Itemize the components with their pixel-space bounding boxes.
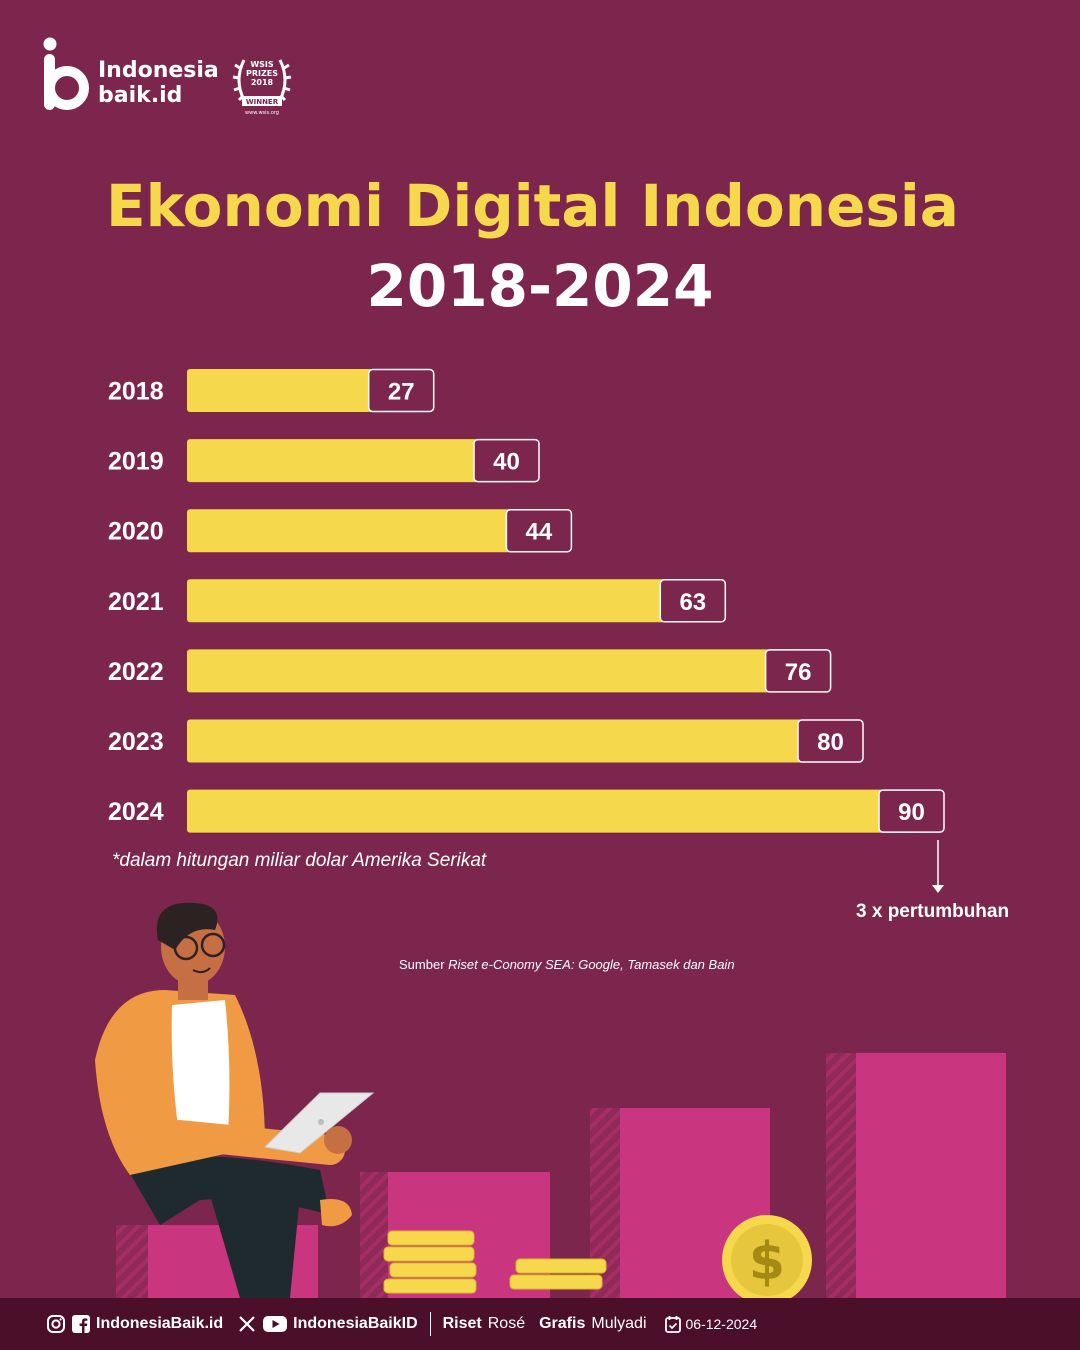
bar-2020 (187, 509, 544, 553)
riset-name: Rosé (487, 1315, 526, 1332)
footer-date: 06-12-2024 (685, 1316, 758, 1332)
value-label-2019: 40 (493, 449, 520, 476)
footer-credits: Riset Rosé Grafis Mulyadi (443, 1315, 647, 1333)
category-label-2023: 2023 (108, 728, 164, 756)
growth-label: 3 x pertumbuhan (856, 901, 1010, 922)
bar-2018 (187, 369, 406, 412)
value-label-2021: 63 (679, 589, 706, 616)
award-line2: PRIZES (246, 69, 278, 78)
chart-note: *dalam hitungan miliar dolar Amerika Ser… (112, 850, 487, 871)
facebook-icon[interactable] (71, 1314, 91, 1334)
bar-2019 (187, 439, 511, 483)
value-label-2023: 80 (817, 729, 844, 756)
value-box-2021 (659, 579, 727, 623)
svg-text:$: $ (749, 1232, 785, 1292)
down-arrow-icon (932, 840, 944, 893)
bar-2021 (187, 579, 698, 623)
brand-name: Indonesia baik.id (98, 58, 219, 108)
brand-name-line1: Indonesia (98, 58, 219, 83)
award-line4: WINNER (246, 98, 279, 106)
bar-2024 (187, 789, 916, 833)
coin-stack-icon (383, 1230, 607, 1294)
person-with-laptop-icon (95, 902, 375, 1298)
grafis-name: Mulyadi (591, 1315, 647, 1332)
wsis-award-badge: WSIS PRIZES 2018 WINNER www.wsis.org (232, 59, 292, 116)
category-label-2019: 2019 (108, 448, 164, 476)
grafis-label: Grafis (539, 1315, 586, 1332)
category-label-2020: 2020 (108, 518, 164, 546)
footer-social-group: IndonesiaBaik.id (46, 1314, 223, 1334)
x-twitter-icon[interactable] (237, 1314, 257, 1334)
footer: IndonesiaBaik.id IndonesiaBaikID Riset R… (0, 1298, 1080, 1350)
value-label-2018: 27 (388, 379, 415, 406)
source-text: Sumber Riset e-Conomy SEA: Google, Tamas… (399, 957, 735, 972)
award-url: www.wsis.org (245, 110, 279, 116)
indonesiabaik-logo-icon (43, 37, 89, 110)
youtube-icon[interactable] (262, 1314, 288, 1334)
illustration: $ (95, 902, 1006, 1298)
riset-label: Riset (442, 1315, 482, 1332)
footer-video-handle[interactable]: IndonesiaBaikID (293, 1315, 418, 1332)
category-label-2018: 2018 (108, 378, 164, 406)
bar-2023 (187, 719, 835, 763)
brand-name-line2: baik.id (98, 83, 183, 108)
value-box-2023 (797, 719, 864, 763)
source-name: Riset e-Conomy SEA: Google, Tamasek dan … (448, 957, 735, 972)
dollar-coin-icon: $ (722, 1215, 812, 1298)
value-box-2020 (505, 508, 573, 553)
category-label-2024: 2024 (108, 798, 164, 826)
bar-chart: 2018 27 2019 40 2020 44 2021 63 2022 76 2023 80 2024… (108, 368, 945, 833)
footer-social-handle[interactable]: IndonesiaBaik.id (96, 1315, 224, 1332)
footer-date-group: 06-12-2024 (664, 1315, 758, 1333)
brand-logo: Indonesia baik.id (42, 36, 302, 120)
source-prefix: Sumber (399, 957, 445, 972)
bar-2022 (187, 649, 803, 693)
category-label-2021: 2021 (108, 588, 164, 616)
value-label-2022: 76 (785, 659, 812, 686)
footer-divider (429, 1312, 431, 1336)
value-box-2018 (367, 368, 435, 413)
category-label-2022: 2022 (108, 658, 164, 686)
footer-video-group: IndonesiaBaikID (237, 1314, 418, 1334)
instagram-icon[interactable] (46, 1314, 66, 1334)
award-line1: WSIS (250, 60, 274, 69)
value-box-2022 (764, 649, 832, 693)
value-label-2024: 90 (898, 799, 925, 826)
chart-subtitle: 2018-2024 (366, 252, 714, 320)
value-label-2020: 44 (526, 519, 553, 546)
value-box-2024 (878, 789, 945, 833)
value-box-2019 (473, 438, 540, 483)
chart-title: Ekonomi Digital Indonesia (106, 172, 959, 240)
calendar-icon (664, 1316, 681, 1333)
award-line3: 2018 (251, 78, 274, 87)
